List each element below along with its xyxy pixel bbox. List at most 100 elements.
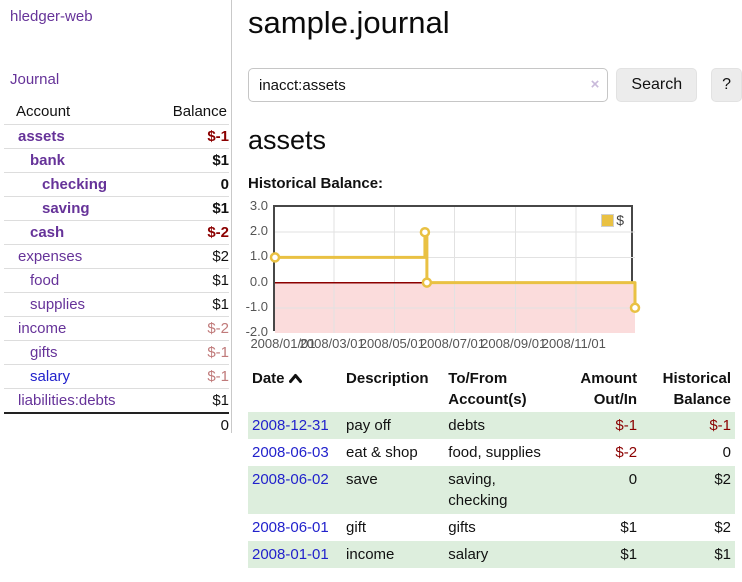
table-row: 2008-06-03 eat & shop food, supplies $-2 0 — [248, 439, 735, 466]
account-balance: $-1 — [153, 364, 229, 389]
register-amount-cell: $-2 — [615, 444, 638, 461]
sidebar-account-link[interactable]: gifts — [30, 344, 58, 361]
account-row: saving $1 — [4, 196, 229, 221]
account-balance: $-1 — [153, 124, 229, 149]
accounts-table-body: assets $-1 bank $1 checking 0 saving $1 cash $-2 e… — [4, 124, 229, 413]
sidebar-account-link[interactable]: assets — [18, 128, 65, 145]
register-date-cell: 2008-01-01 — [248, 541, 342, 568]
accounts-total-value: 0 — [153, 412, 229, 437]
sidebar-account-link[interactable]: salary — [30, 368, 71, 385]
register-accounts-cell: food, supplies — [444, 439, 576, 466]
data-point-marker[interactable] — [269, 252, 281, 263]
sidebar-account-link[interactable]: expenses — [18, 248, 83, 265]
search-input[interactable] — [248, 68, 609, 102]
accounts-col-balance: Balance — [172, 103, 227, 120]
legend-swatch-icon — [601, 213, 615, 227]
account-balance: $-2 — [153, 220, 229, 245]
register-amount-cell: 0 — [628, 471, 638, 488]
clear-search-icon[interactable]: × — [590, 76, 600, 93]
historical-balance-chart: $ 3.0 2.0 1.0 0.0 -1.0 -2.0 2008/01/01 2008/03/… — [246, 198, 742, 357]
account-row: salary $-1 — [4, 364, 229, 389]
app-brand-link[interactable]: hledger-web — [10, 8, 93, 25]
search-button[interactable]: Search — [616, 68, 698, 102]
account-balance: $2 — [153, 244, 229, 269]
account-cell: gifts — [4, 340, 154, 365]
register-header-row: Date Description To/From Account(s) Amount Ou… — [248, 366, 735, 412]
register-date-cell: 2008-06-03 — [248, 439, 342, 466]
register-col-label: Description — [346, 370, 429, 387]
register-date-cell: 2008-06-02 — [248, 466, 342, 514]
transaction-date-link[interactable]: 2008-01-01 — [252, 546, 329, 563]
account-cell: income — [4, 316, 154, 341]
x-axis-tick-label: 2008/01/01 — [250, 336, 316, 351]
chart-legend: $ — [599, 211, 626, 229]
chart-plot-area[interactable]: $ — [269, 205, 641, 333]
account-cell: checking — [4, 172, 154, 197]
account-balance: $-2 — [153, 316, 229, 341]
register-table: Date Description To/From Account(s) Amount Ou… — [248, 366, 735, 568]
sidebar-account-link[interactable]: saving — [42, 200, 90, 217]
main-panel: sample.journal × Search ? assets Histori… — [246, 0, 742, 568]
register-balance-cell: $1 — [714, 546, 731, 563]
sidebar-item-journal[interactable]: Journal — [10, 71, 60, 88]
sidebar-account-link[interactable]: checking — [42, 176, 108, 193]
transaction-date-link[interactable]: 2008-06-03 — [252, 444, 329, 461]
account-balance: $1 — [153, 196, 229, 221]
sort-asc-icon — [288, 374, 302, 383]
account-cell: salary — [4, 364, 154, 389]
sidebar-account-link[interactable]: bank — [30, 152, 66, 169]
sidebar-account-link[interactable]: food — [30, 272, 60, 289]
search-box: × — [248, 68, 609, 102]
transaction-date-link[interactable]: 2008-06-02 — [252, 471, 329, 488]
transaction-date-link[interactable]: 2008-12-31 — [252, 417, 329, 434]
register-description-cell: gift — [346, 519, 367, 536]
register-description-cell: pay off — [346, 417, 391, 434]
table-row: 2008-12-31 pay off debts $-1 $-1 — [248, 412, 735, 439]
transaction-date-link[interactable]: 2008-06-01 — [252, 519, 329, 536]
account-balance: 0 — [153, 172, 229, 197]
account-cell: liabilities:debts — [4, 388, 154, 413]
sidebar: hledger-web Journal Account Balance asse… — [0, 0, 232, 437]
help-button[interactable]: ? — [711, 68, 742, 102]
register-col-label2: Balance — [673, 391, 731, 408]
data-point-marker[interactable] — [421, 277, 433, 288]
sidebar-account-link[interactable]: supplies — [30, 296, 86, 313]
register-col-label2: Account(s) — [448, 391, 527, 408]
account-balance: $1 — [153, 148, 229, 173]
sidebar-account-link[interactable]: liabilities:debts — [18, 392, 116, 409]
account-row: checking 0 — [4, 172, 229, 197]
account-cell: supplies — [4, 292, 154, 317]
register-col-historical: Historical Balance — [641, 366, 735, 412]
accounts-col-account: Account — [16, 103, 71, 120]
account-cell: expenses — [4, 244, 154, 269]
register-accounts-cell: gifts — [444, 514, 576, 541]
account-row: income $-2 — [4, 316, 229, 341]
y-axis-tick-label: 2.0 — [249, 223, 268, 239]
x-axis-tick-label: 2008/03/01 — [299, 336, 365, 351]
x-axis-tick-label: 2008/11/01 — [541, 336, 606, 351]
register-balance-cell: $-1 — [709, 417, 731, 434]
register-accounts-line: salary — [448, 546, 489, 563]
account-cell: bank — [4, 148, 154, 173]
data-point-marker[interactable] — [419, 226, 431, 238]
data-point-marker[interactable] — [629, 302, 641, 314]
legend-label: $ — [616, 212, 624, 228]
register-accounts-line: debts — [448, 417, 485, 434]
y-axis-tick-label: 3.0 — [249, 198, 268, 213]
account-row: gifts $-1 — [4, 340, 229, 365]
register-description-cell: income — [346, 546, 395, 563]
register-col-label: Amount — [580, 370, 638, 387]
register-col-tofrom: To/From Account(s) — [444, 366, 576, 412]
account-balance: $1 — [153, 292, 229, 317]
x-axis-tick-label: 2008/05/01 — [359, 336, 425, 351]
register-col-date[interactable]: Date — [248, 366, 342, 412]
register-balance-cell: $2 — [714, 519, 731, 536]
register-accounts-cell: salary — [444, 541, 576, 568]
register-col-label: Date — [252, 368, 338, 389]
register-col-label2: Out/In — [593, 391, 638, 408]
y-axis-tick-label: 1.0 — [249, 248, 268, 264]
sidebar-account-link[interactable]: cash — [30, 224, 65, 241]
sidebar-account-link[interactable]: income — [18, 320, 67, 337]
account-row: liabilities:debts $1 — [4, 388, 229, 413]
register-date-cell: 2008-06-01 — [248, 514, 342, 541]
